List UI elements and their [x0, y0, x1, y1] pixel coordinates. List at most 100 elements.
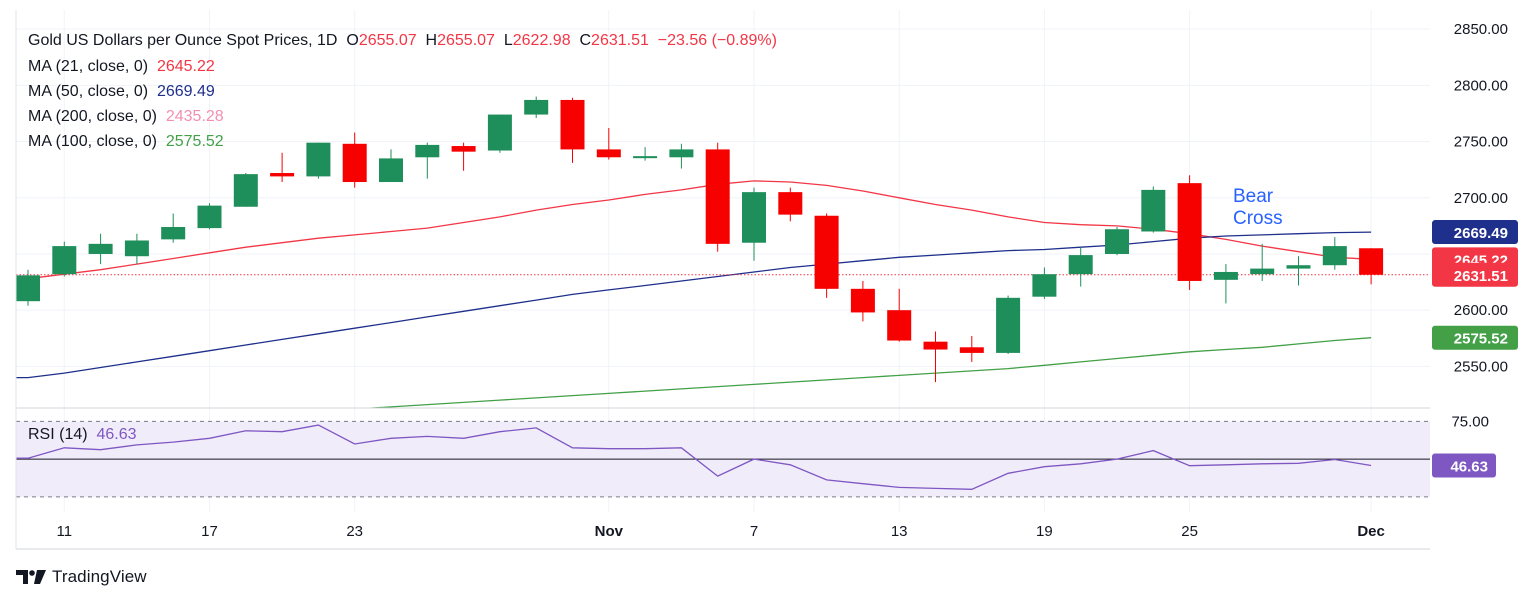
candle — [379, 149, 403, 183]
y-tick-label: 2750.00 — [1454, 134, 1508, 151]
x-tick-label: Nov — [595, 523, 624, 540]
candle — [16, 269, 40, 306]
candle — [1177, 175, 1202, 290]
candle — [705, 142, 730, 252]
candlesticks — [16, 96, 1384, 383]
candle — [306, 142, 331, 179]
candle — [1359, 248, 1384, 285]
legend-title-row: Gold US Dollars per Ounce Spot Prices, 1… — [28, 32, 777, 49]
candle — [742, 187, 766, 261]
rsi-pane — [16, 420, 1430, 498]
candle-body — [850, 288, 875, 313]
x-tick-label: 17 — [201, 523, 218, 540]
candle — [596, 128, 621, 160]
candle-body — [705, 149, 730, 244]
candle-body — [669, 149, 694, 158]
moving-averages — [16, 180, 1430, 408]
candle-body — [633, 156, 658, 159]
candle-body — [1032, 274, 1057, 297]
candle — [1213, 264, 1238, 304]
candle-body — [887, 310, 912, 341]
ma-line-1 — [16, 231, 1372, 379]
candle — [342, 132, 367, 188]
tradingview-logo-icon — [16, 570, 46, 584]
candle — [52, 241, 77, 277]
legend-ma-row: MA (21, close, 0) 2645.22 — [28, 58, 215, 75]
candle — [887, 288, 912, 342]
candle-body — [996, 297, 1021, 353]
candle — [560, 97, 585, 163]
candle-body — [233, 174, 258, 207]
candle-body — [487, 114, 512, 151]
candle-body — [124, 240, 149, 257]
candle-body — [197, 205, 222, 229]
candle — [814, 213, 839, 298]
candle-body — [560, 99, 585, 150]
candle — [415, 142, 440, 179]
candle — [923, 331, 948, 383]
candle-body — [52, 246, 77, 275]
legend-ma-row: MA (50, close, 0) 2669.49 — [28, 83, 215, 100]
candle-body — [1322, 246, 1347, 266]
annotation-line-1: Bear — [1233, 186, 1274, 207]
x-tick-label: 25 — [1181, 523, 1198, 540]
x-tick-label: Dec — [1357, 523, 1385, 540]
candle — [778, 187, 803, 222]
ma100-price-badge: 2575.52 — [1454, 331, 1508, 348]
last-price-badge: 2631.51 — [1454, 268, 1508, 285]
candle-body — [778, 192, 803, 215]
candle-body — [270, 173, 295, 177]
candle — [270, 152, 295, 183]
y-tick-label: 2700.00 — [1454, 190, 1508, 207]
candle — [524, 96, 549, 118]
candle-body — [524, 99, 549, 115]
candle-body — [415, 144, 440, 158]
candle — [124, 233, 149, 265]
candle-body — [1359, 248, 1384, 275]
y-tick-label: 2600.00 — [1454, 302, 1508, 319]
candle-body — [379, 158, 403, 183]
candle-body — [923, 341, 948, 350]
rsi-legend: RSI (14) 46.63 — [28, 426, 137, 443]
candle-body — [1105, 229, 1129, 254]
candle — [1032, 267, 1057, 299]
candle-body — [1177, 183, 1202, 281]
candle-body — [1250, 268, 1275, 275]
candle — [669, 143, 694, 169]
legend: Gold US Dollars per Ounce Spot Prices, 1… — [28, 32, 777, 443]
candle-body — [1068, 255, 1093, 275]
candle-body — [814, 215, 839, 289]
candle — [1141, 186, 1166, 233]
candle-body — [342, 143, 367, 183]
candle — [161, 213, 186, 243]
candle-body — [16, 275, 40, 302]
candle-body — [959, 347, 984, 353]
x-tick-label: 7 — [750, 523, 758, 540]
tradingview-brand: TradingView — [16, 566, 147, 588]
candle — [1286, 256, 1311, 286]
candle — [197, 203, 222, 230]
x-tick-label: 23 — [346, 523, 363, 540]
ma50-price-badge-bg — [1432, 220, 1518, 245]
candle — [487, 114, 512, 153]
candle-body — [161, 226, 186, 240]
candle-body — [306, 142, 331, 177]
y-tick-label: 2850.00 — [1454, 21, 1508, 38]
candle-body — [1141, 189, 1166, 232]
candle — [996, 295, 1021, 355]
y-tick-label: 2800.00 — [1454, 77, 1508, 94]
candle — [633, 147, 658, 161]
x-tick-label: 11 — [57, 523, 73, 540]
candle — [1105, 226, 1129, 256]
candle — [1250, 243, 1275, 281]
candle — [959, 336, 984, 362]
last-price-badge-bg — [1432, 262, 1518, 287]
candle — [233, 173, 258, 207]
ma50-price-badge: 2669.49 — [1454, 225, 1508, 242]
rsi-line — [16, 424, 1372, 490]
ma-line-0 — [16, 180, 1372, 280]
y-tick-label: 2550.00 — [1454, 358, 1508, 375]
